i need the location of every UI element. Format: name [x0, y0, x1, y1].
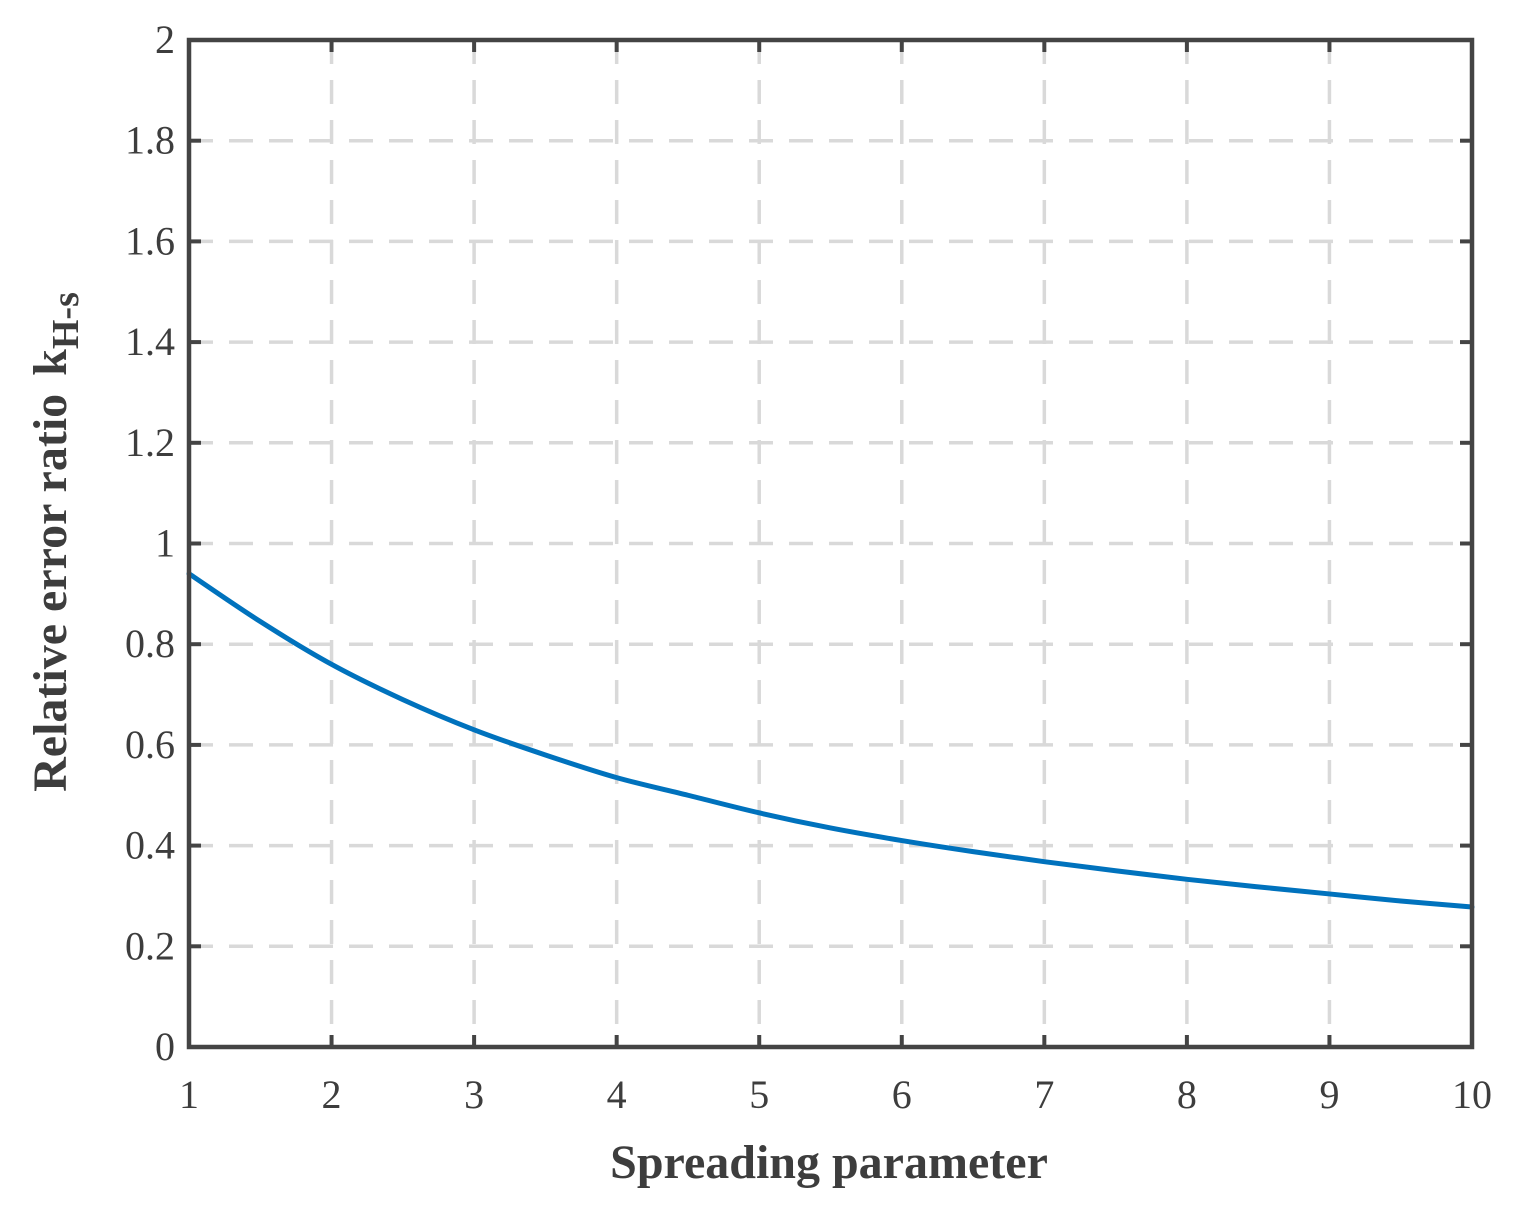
x-tick-label: 7	[1034, 1072, 1054, 1117]
y-tick-label: 1.4	[125, 319, 175, 364]
y-tick-label: 0.4	[125, 823, 175, 868]
y-axis-title-text: Relative error ratio	[24, 394, 77, 792]
y-tick-label: 0	[155, 1024, 175, 1069]
y-tick-label: 1	[155, 521, 175, 566]
y-tick-label: 1.8	[125, 118, 175, 163]
series-line	[186, 571, 1475, 910]
x-tick-label: 4	[607, 1072, 627, 1117]
x-tick-label: 2	[322, 1072, 342, 1117]
grid	[189, 40, 1472, 1047]
y-tick-labels: 0 0.2 0.4 0.6 0.8 1 1.2 1.4 1.6 1.8 2	[125, 17, 175, 1069]
y-axis-title-subscript: H-s	[45, 292, 87, 349]
x-tick-label: 1	[179, 1072, 199, 1117]
x-tick-label: 8	[1177, 1072, 1197, 1117]
x-tick-labels: 1 2 3 4 5 6 7 8 9 10	[179, 1072, 1492, 1117]
y-tick-label: 0.6	[125, 722, 175, 767]
x-axis-title: Spreading parameter	[610, 1136, 1048, 1189]
y-axis-title: Relative error ratio kH-s	[24, 292, 87, 792]
y-tick-label: 2	[155, 17, 175, 62]
x-tick-label: 9	[1319, 1072, 1339, 1117]
x-tick-label: 6	[892, 1072, 912, 1117]
y-tick-label: 1.6	[125, 218, 175, 263]
y-tick-label: 1.2	[125, 420, 175, 465]
tick-marks	[187, 38, 1474, 1049]
series-layer	[186, 571, 1475, 910]
y-tick-label: 0.8	[125, 621, 175, 666]
x-tick-label: 3	[464, 1072, 484, 1117]
x-tick-label: 5	[749, 1072, 769, 1117]
x-tick-label: 10	[1452, 1072, 1492, 1117]
y-tick-label: 0.2	[125, 923, 175, 968]
y-axis-title-symbol: k	[24, 349, 77, 376]
